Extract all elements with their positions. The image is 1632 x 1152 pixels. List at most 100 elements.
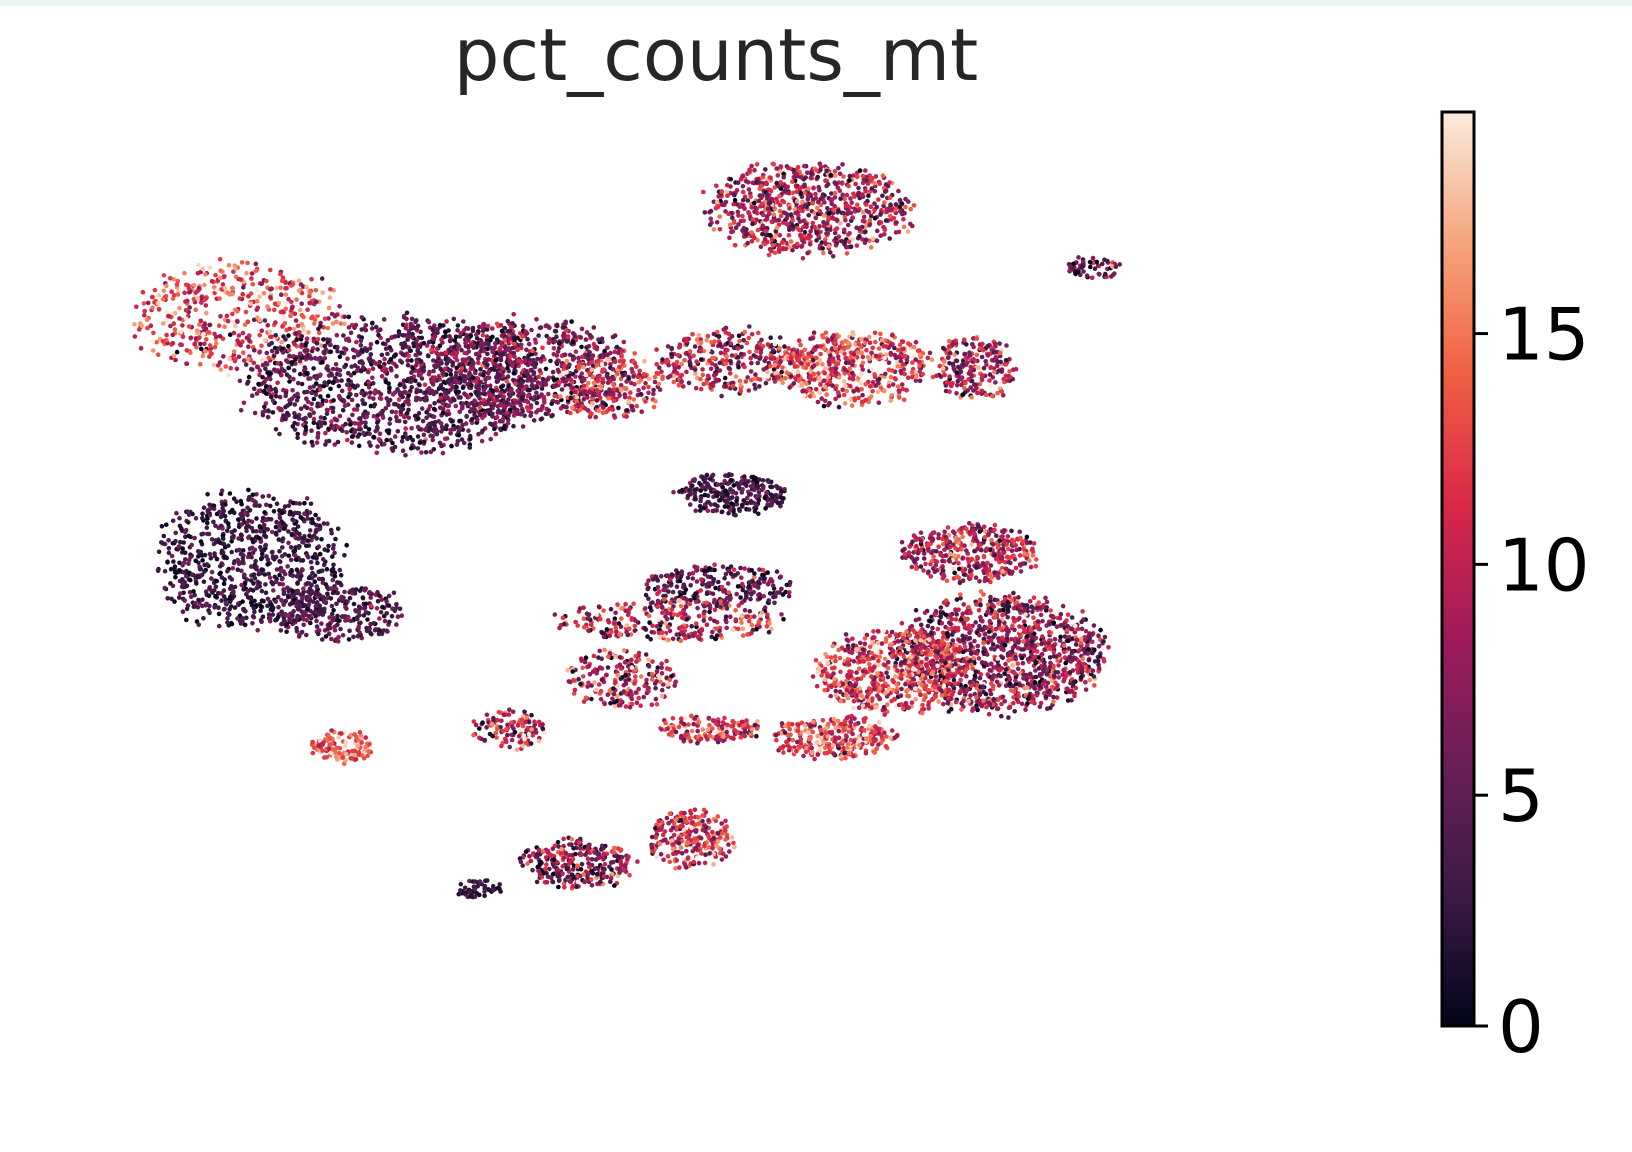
scatter-point — [339, 582, 344, 588]
scatter-point — [386, 402, 391, 408]
scatter-point — [338, 321, 344, 326]
scatter-point — [511, 312, 516, 317]
scatter-point — [634, 364, 639, 370]
scatter-point — [730, 229, 736, 234]
scatter-point — [765, 206, 771, 212]
scatter-point — [266, 386, 272, 392]
scatter-point — [165, 596, 170, 601]
scatter-point — [495, 410, 501, 415]
scatter-point — [508, 389, 513, 395]
scatter-point — [555, 349, 561, 354]
scatter-point — [318, 372, 323, 378]
scatter-point — [278, 628, 284, 633]
scatter-point — [494, 321, 500, 327]
scatter-point — [638, 391, 644, 397]
scatter-point — [303, 424, 309, 430]
scatter-point — [599, 362, 605, 367]
scatter-point — [558, 394, 563, 399]
scatter-point — [197, 335, 202, 340]
scatter-point — [171, 321, 177, 326]
scatter-point — [626, 399, 631, 405]
scatter-point — [292, 341, 297, 347]
scatter-point — [561, 367, 567, 372]
scatter-point — [455, 328, 460, 333]
scatter-point — [481, 391, 487, 397]
scatter-point — [273, 368, 279, 374]
scatter-point — [204, 337, 209, 342]
scatter-point — [345, 599, 350, 605]
scatter-point — [293, 357, 298, 362]
scatter-point — [182, 550, 188, 555]
scatter-point — [172, 570, 178, 575]
scatter-point — [335, 618, 341, 623]
scatter-point — [429, 420, 435, 426]
scatter-point — [752, 167, 757, 173]
scatter-point — [340, 755, 346, 760]
scatter-point — [320, 290, 326, 295]
scatter-point — [297, 602, 303, 608]
scatter-point — [581, 383, 587, 389]
scatter-point — [222, 286, 228, 291]
scatter-point — [370, 320, 375, 326]
scatter-point — [393, 410, 399, 415]
scatter-point — [391, 354, 397, 359]
scatter-point — [730, 215, 735, 221]
scatter-point — [326, 426, 331, 432]
scatter-point — [765, 192, 770, 197]
scatter-point — [225, 620, 230, 625]
scatter-point — [451, 344, 457, 350]
scatter-point — [440, 450, 446, 456]
scatter-point — [614, 344, 620, 350]
scatter-point — [505, 329, 511, 334]
scatter-point — [173, 538, 178, 544]
scatter-point — [578, 407, 583, 413]
scatter-point — [455, 379, 461, 385]
scatter-point — [229, 549, 234, 555]
scatter-point — [276, 300, 282, 306]
scatter-point — [493, 341, 498, 346]
scatter-point — [358, 338, 364, 344]
scatter-point — [429, 388, 435, 394]
scatter-point — [410, 438, 416, 443]
scatter-point — [415, 424, 421, 430]
scatter-point — [378, 396, 384, 402]
scatter-point — [456, 432, 462, 438]
scatter-point — [309, 348, 315, 354]
scatter-point — [484, 334, 490, 339]
scatter-point — [475, 356, 481, 362]
scatter-point — [359, 327, 365, 332]
scatter-point — [232, 584, 238, 590]
scatter-point — [304, 553, 310, 558]
scatter-point — [841, 210, 846, 216]
scatter-point — [325, 325, 331, 331]
scatter-point — [266, 571, 272, 577]
scatter-point — [285, 403, 290, 408]
scatter-point — [266, 355, 272, 361]
scatter-point — [221, 594, 227, 599]
scatter-point — [412, 413, 418, 419]
scatter-point — [540, 345, 545, 351]
scatter-point — [572, 332, 577, 338]
scatter-point — [254, 298, 260, 304]
scatter-point — [287, 379, 292, 384]
scatter-point — [848, 244, 854, 249]
scatter-point — [345, 437, 350, 443]
scatter-point — [456, 389, 462, 395]
scatter-point — [390, 392, 396, 397]
scatter-point — [490, 349, 495, 355]
scatter-point — [313, 512, 318, 518]
scatter-point — [525, 336, 530, 342]
scatter-point — [397, 382, 403, 388]
scatter-point — [627, 395, 632, 401]
scatter-point — [465, 382, 470, 387]
scatter-point — [746, 187, 752, 192]
scatter-point — [237, 547, 242, 553]
scatter-point — [260, 357, 265, 363]
scatter-point — [728, 222, 733, 228]
scatter-point — [882, 200, 887, 205]
scatter-point — [270, 398, 276, 404]
scatter-point — [331, 398, 336, 403]
scatter-point — [337, 354, 343, 360]
scatter-point — [235, 319, 240, 325]
scatter-point — [262, 318, 268, 323]
